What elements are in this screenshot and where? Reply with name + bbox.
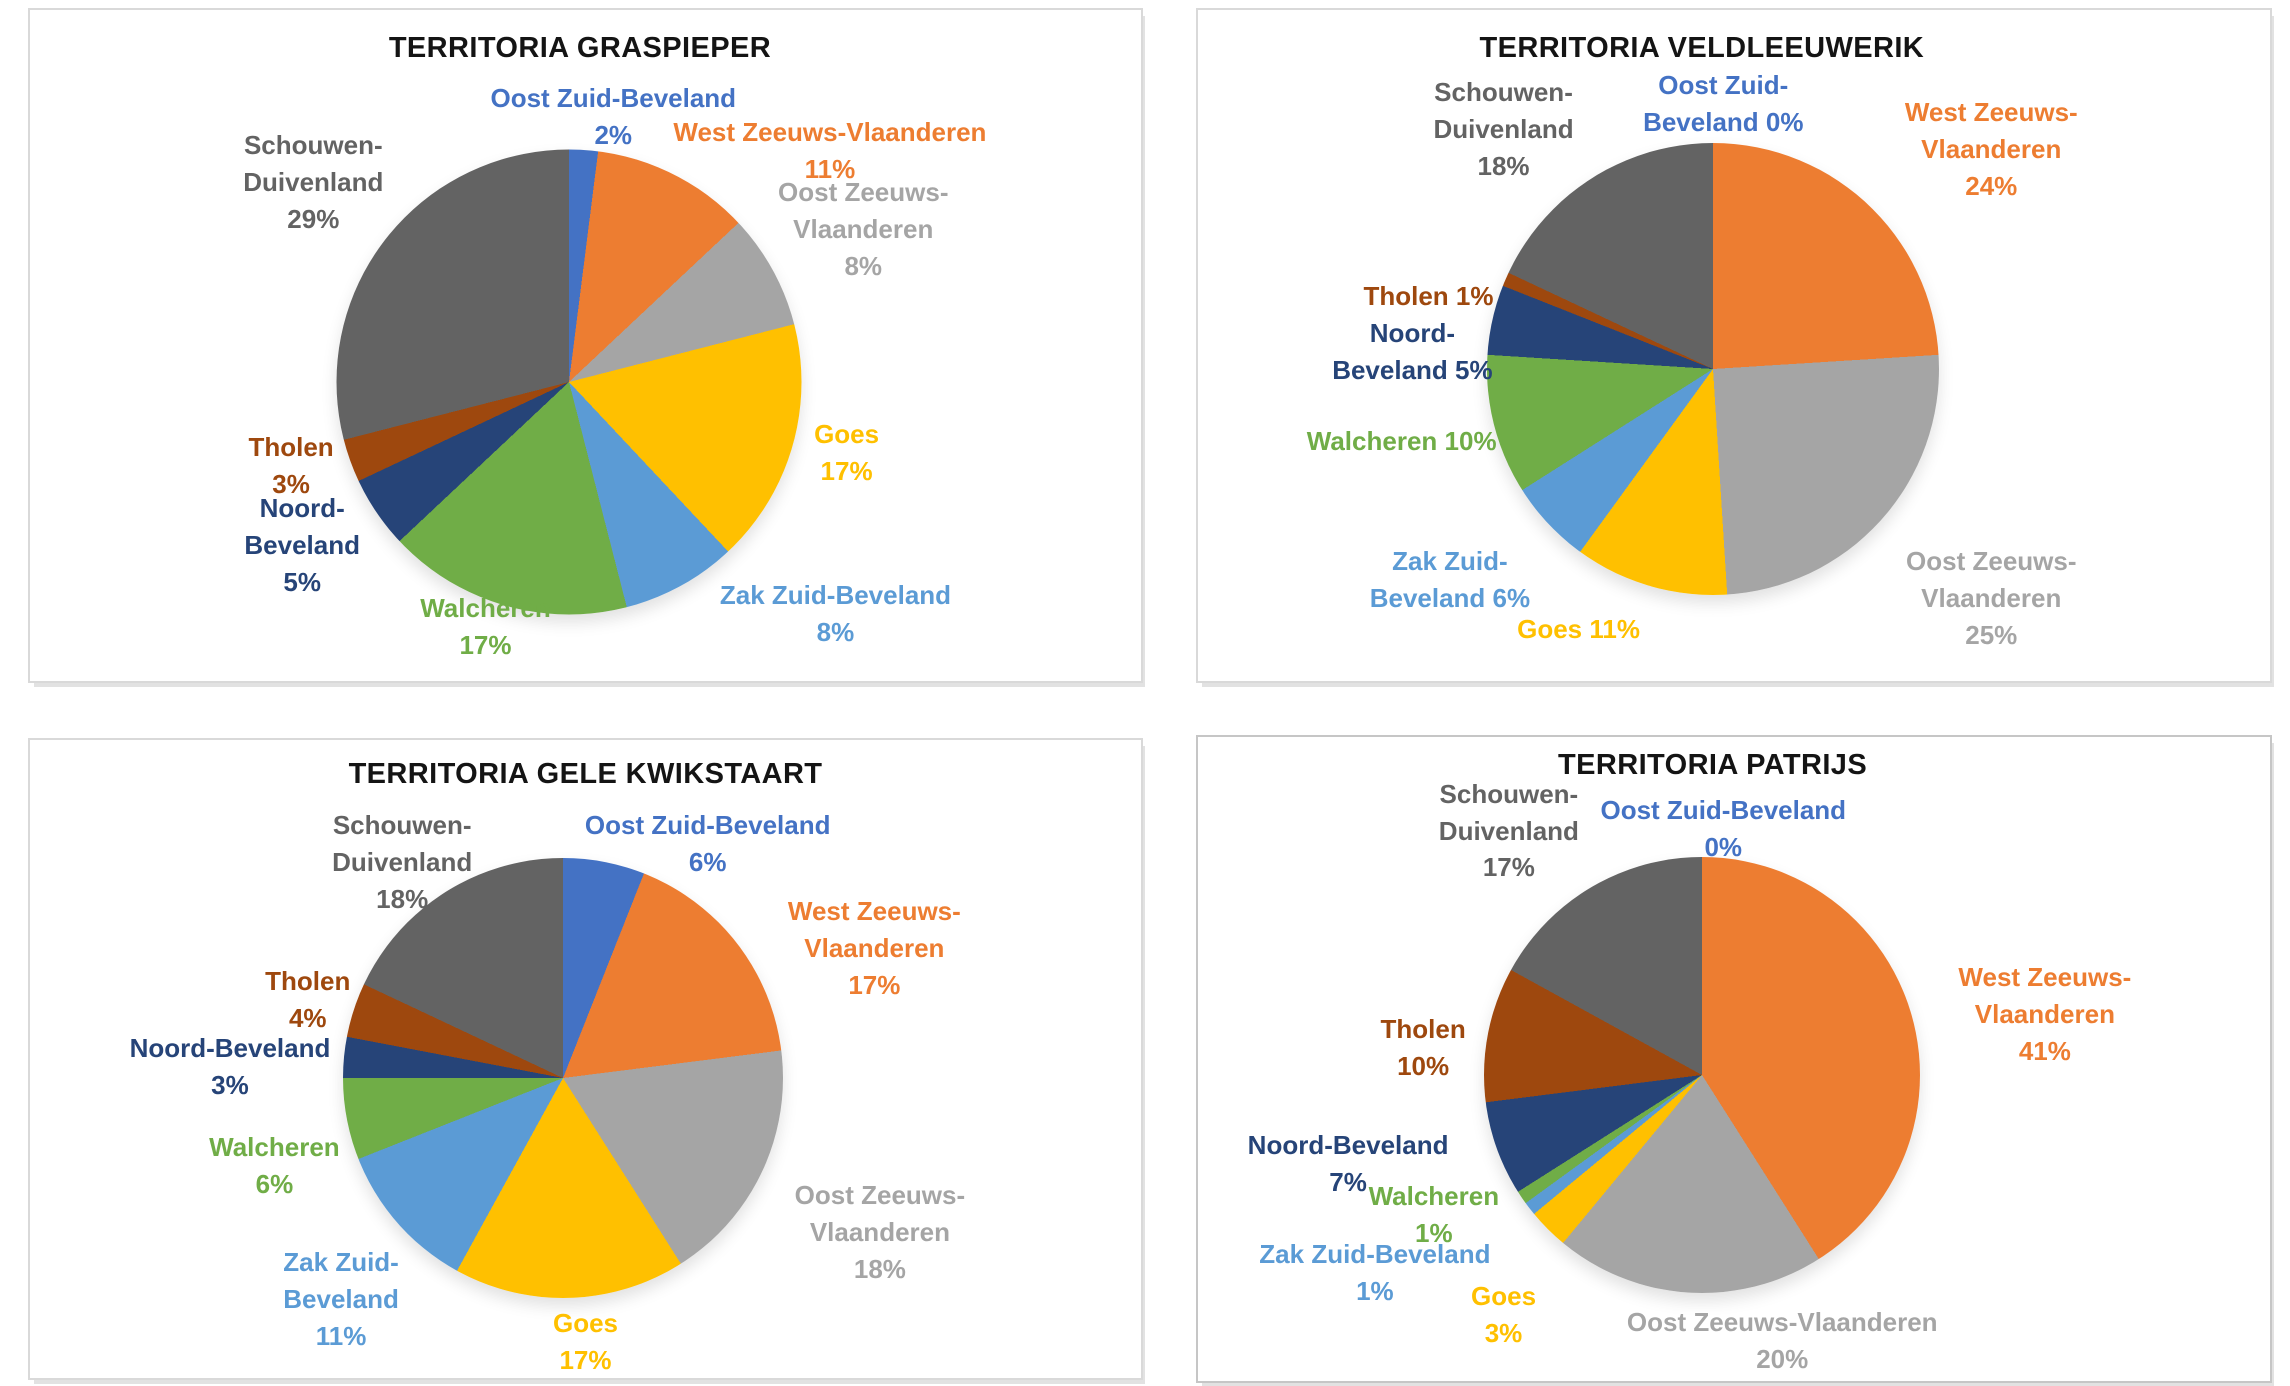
pie-label-walcheren: Walcheren 1% — [1368, 1181, 1500, 1249]
pie-label-oost-zuid-beveland: Oost Zuid-Beveland 6% — [584, 809, 831, 877]
pie-label-tholen: Tholen 3% — [248, 432, 334, 500]
chart-title-patrijs: TERRITORIA PATRIJS — [1558, 749, 1868, 781]
pie-label-oost-zuid-beveland: Oost Zuid- Beveland 0% — [1643, 70, 1804, 137]
pie-label-tholen: Tholen 10% — [1380, 1013, 1466, 1081]
pie-label-oost-zeeuws-vlaanderen: Oost Zeeuws-Vlaanderen 20% — [1626, 1306, 1938, 1374]
pie-chart-veldleeuwerik — [1486, 142, 1939, 595]
chart-title-graspieper: TERRITORIA GRASPIEPER — [388, 32, 772, 64]
pie-label-schouwen-duivenland: Schouwen- Duivenland 17% — [1438, 778, 1579, 883]
pie-label-schouwen-duivenland: Schouwen- Duivenland 18% — [1433, 76, 1574, 181]
pie-label-west-zeeuws-vlaanderen: West Zeeuws- Vlaanderen 41% — [1958, 962, 2132, 1066]
pie-label-west-zeeuws-vlaanderen: West Zeeuws- Vlaanderen 24% — [1904, 96, 2078, 201]
pie-label-tholen: Tholen 1% — [1363, 281, 1494, 312]
pie-label-oost-zuid-beveland: Oost Zuid-Beveland 0% — [1600, 794, 1847, 862]
pie-label-tholen: Tholen 4% — [265, 966, 351, 1034]
pie-label-noord-beveland: Noord-Beveland 7% — [1247, 1129, 1449, 1197]
chart-title-veldleeuwerik: TERRITORIA VELDLEEUWERIK — [1479, 32, 1925, 64]
pie-label-zak-zuid-beveland: Zak Zuid-Beveland 8% — [719, 579, 952, 647]
pie-label-oost-zeeuws-vlaanderen: Oost Zeeuws- Vlaanderen 18% — [794, 1180, 966, 1284]
pie-label-zak-zuid-beveland: Zak Zuid- Beveland 11% — [283, 1247, 399, 1351]
pie-label-zak-zuid-beveland: Zak Zuid- Beveland 6% — [1369, 546, 1531, 614]
pie-label-walcheren: Walcheren 6% — [209, 1132, 340, 1200]
pie-chart-gele-kwikstaart — [343, 858, 784, 1299]
pie-label-oost-zeeuws-vlaanderen: Oost Zeeuws- Vlaanderen 25% — [1906, 546, 2077, 651]
pie-label-goes: Goes 17% — [552, 1307, 619, 1375]
chart-panel-veldleeuwerik: TERRITORIA VELDLEEUWERIK Oost Zuid- Bevel… — [1196, 8, 2272, 683]
pie-label-goes: Goes 11% — [1517, 613, 1640, 644]
pie-label-west-zeeuws-vlaanderen: West Zeeuws-Vlaanderen 11% — [673, 117, 987, 184]
chart-panel-gele-kwikstaart: TERRITORIA GELE KWIKSTAART Oost Zuid-Bev… — [28, 738, 1143, 1380]
pie-label-noord-beveland: Noord- Beveland 5% — [1332, 318, 1493, 386]
pie-label-oost-zuid-beveland: Oost Zuid-Beveland 2% — [490, 83, 737, 151]
pie-chart-graspieper — [336, 149, 802, 615]
pie-label-noord-beveland: Noord-Beveland 3% — [129, 1033, 331, 1101]
pie-label-schouwen-duivenland: Schouwen- Duivenland 29% — [243, 130, 384, 235]
pie-label-oost-zeeuws-vlaanderen: Oost Zeeuws- Vlaanderen 8% — [778, 177, 949, 282]
chart-panel-patrijs: TERRITORIA PATRIJS Oost Zuid-Beveland 0% W… — [1196, 735, 2272, 1383]
pie-label-west-zeeuws-vlaanderen: West Zeeuws- Vlaanderen 17% — [787, 896, 961, 1000]
pie-label-walcheren: Walcheren 10% — [1306, 425, 1497, 456]
pie-label-goes: Goes 17% — [814, 418, 880, 486]
pie-label-goes: Goes 3% — [1471, 1280, 1537, 1348]
pie-chart-patrijs — [1483, 857, 1920, 1294]
pie-label-walcheren: Walcheren 17% — [420, 593, 551, 661]
chart-panel-graspieper: TERRITORIA GRASPIEPER Oost Zuid-Beveland… — [28, 8, 1143, 683]
pie-label-zak-zuid-beveland: Zak Zuid-Beveland 1% — [1259, 1239, 1491, 1306]
pie-label-schouwen-duivenland: Schouwen- Duivenland 18% — [332, 809, 473, 914]
pie-label-noord-beveland: Noord- Beveland 5% — [244, 492, 360, 597]
chart-title-gele-kwikstaart: TERRITORIA GELE KWIKSTAART — [348, 758, 823, 790]
